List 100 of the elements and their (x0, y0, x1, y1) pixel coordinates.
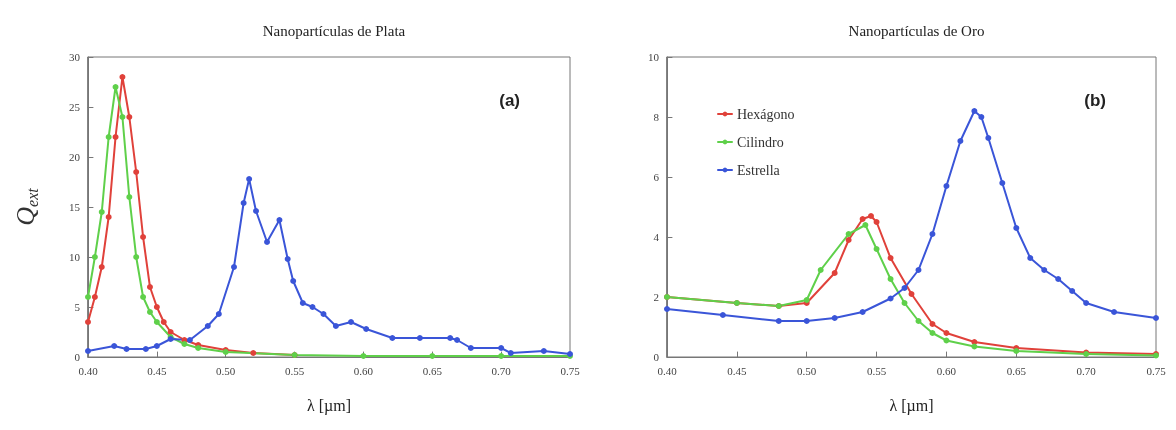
point (153, 304, 160, 310)
x-axis-title: λ [µm] (306, 396, 352, 415)
x-tick-label: 0.60 (353, 364, 374, 377)
chart-title: Nanopartículas de Plata (262, 22, 406, 39)
point (507, 350, 514, 356)
y-tick-label: 4 (653, 231, 660, 243)
y-tick-label: 30 (69, 51, 81, 63)
point (831, 315, 838, 321)
x-tick-label: 0.50 (216, 364, 236, 377)
point (126, 194, 133, 200)
point (91, 254, 98, 260)
point (146, 309, 153, 315)
point (985, 135, 992, 141)
x-tick-label: 0.45 (147, 364, 167, 377)
annotation: (b) (1084, 91, 1107, 110)
point (901, 300, 908, 306)
annotation: (a) (499, 91, 520, 110)
point (664, 306, 670, 312)
point (276, 217, 283, 223)
y-tick-label: 0 (653, 351, 660, 363)
legend-label: Estrella (737, 162, 781, 178)
chart-title: Nanopartículas de Oro (848, 22, 985, 39)
point (348, 319, 355, 325)
x-tick-label: 0.75 (560, 364, 581, 377)
point (943, 337, 950, 344)
x-tick-label: 0.40 (657, 364, 678, 377)
point (98, 264, 105, 270)
x-tick-label: 0.65 (1006, 364, 1027, 377)
point (908, 291, 915, 297)
point (943, 330, 950, 336)
point (1027, 255, 1034, 261)
point (250, 350, 257, 356)
point (1013, 225, 1020, 231)
point (246, 176, 253, 182)
point (363, 326, 370, 332)
point (929, 330, 936, 336)
point (1041, 267, 1048, 273)
point (299, 300, 306, 306)
point (915, 318, 922, 324)
point (290, 278, 297, 284)
point (153, 343, 160, 349)
point (719, 312, 726, 318)
point (112, 134, 119, 140)
point (416, 335, 423, 341)
y-tick-label: 8 (653, 111, 660, 123)
point (85, 294, 91, 300)
point (540, 348, 547, 354)
point (112, 84, 119, 90)
point (91, 294, 98, 300)
point (126, 114, 133, 120)
point (873, 246, 880, 252)
y-tick-label: 25 (69, 101, 81, 113)
point (204, 323, 211, 329)
x-tick-label: 0.70 (491, 364, 512, 377)
point (133, 254, 140, 260)
point (146, 284, 153, 290)
point (1069, 288, 1076, 294)
point (859, 216, 866, 222)
y-tick-label: 10 (69, 251, 81, 263)
point (915, 267, 922, 273)
point (775, 318, 782, 324)
point (803, 318, 810, 324)
y-tick-label: 10 (648, 51, 660, 63)
x-tick-label: 0.45 (727, 364, 747, 377)
point (140, 234, 147, 240)
point (264, 239, 271, 245)
point (284, 256, 291, 262)
legend-label: Cilindro (737, 134, 784, 150)
point (98, 209, 105, 215)
point (873, 219, 880, 225)
point (901, 285, 908, 291)
y-axis-title: Qext (10, 187, 41, 226)
point (859, 309, 866, 315)
point (186, 337, 193, 343)
point (142, 346, 149, 352)
point (140, 294, 147, 300)
point (929, 321, 936, 327)
x-tick-label: 0.55 (284, 364, 305, 377)
point (887, 276, 894, 282)
point (133, 169, 140, 175)
x-tick-label: 0.65 (422, 364, 443, 377)
point (845, 237, 852, 243)
point (230, 264, 237, 270)
point (181, 341, 188, 347)
point (153, 319, 160, 325)
point (1111, 309, 1118, 315)
point (119, 114, 126, 120)
point (467, 345, 474, 351)
y-tick-label: 0 (74, 351, 81, 363)
point (123, 346, 130, 352)
point (943, 183, 950, 189)
point (320, 311, 327, 317)
point (253, 208, 260, 214)
y-tick-label: 20 (69, 151, 81, 163)
x-tick-label: 0.60 (936, 364, 957, 377)
point (887, 255, 894, 261)
point (1153, 315, 1159, 321)
point (454, 337, 461, 343)
point (1055, 276, 1062, 282)
point (240, 200, 247, 206)
